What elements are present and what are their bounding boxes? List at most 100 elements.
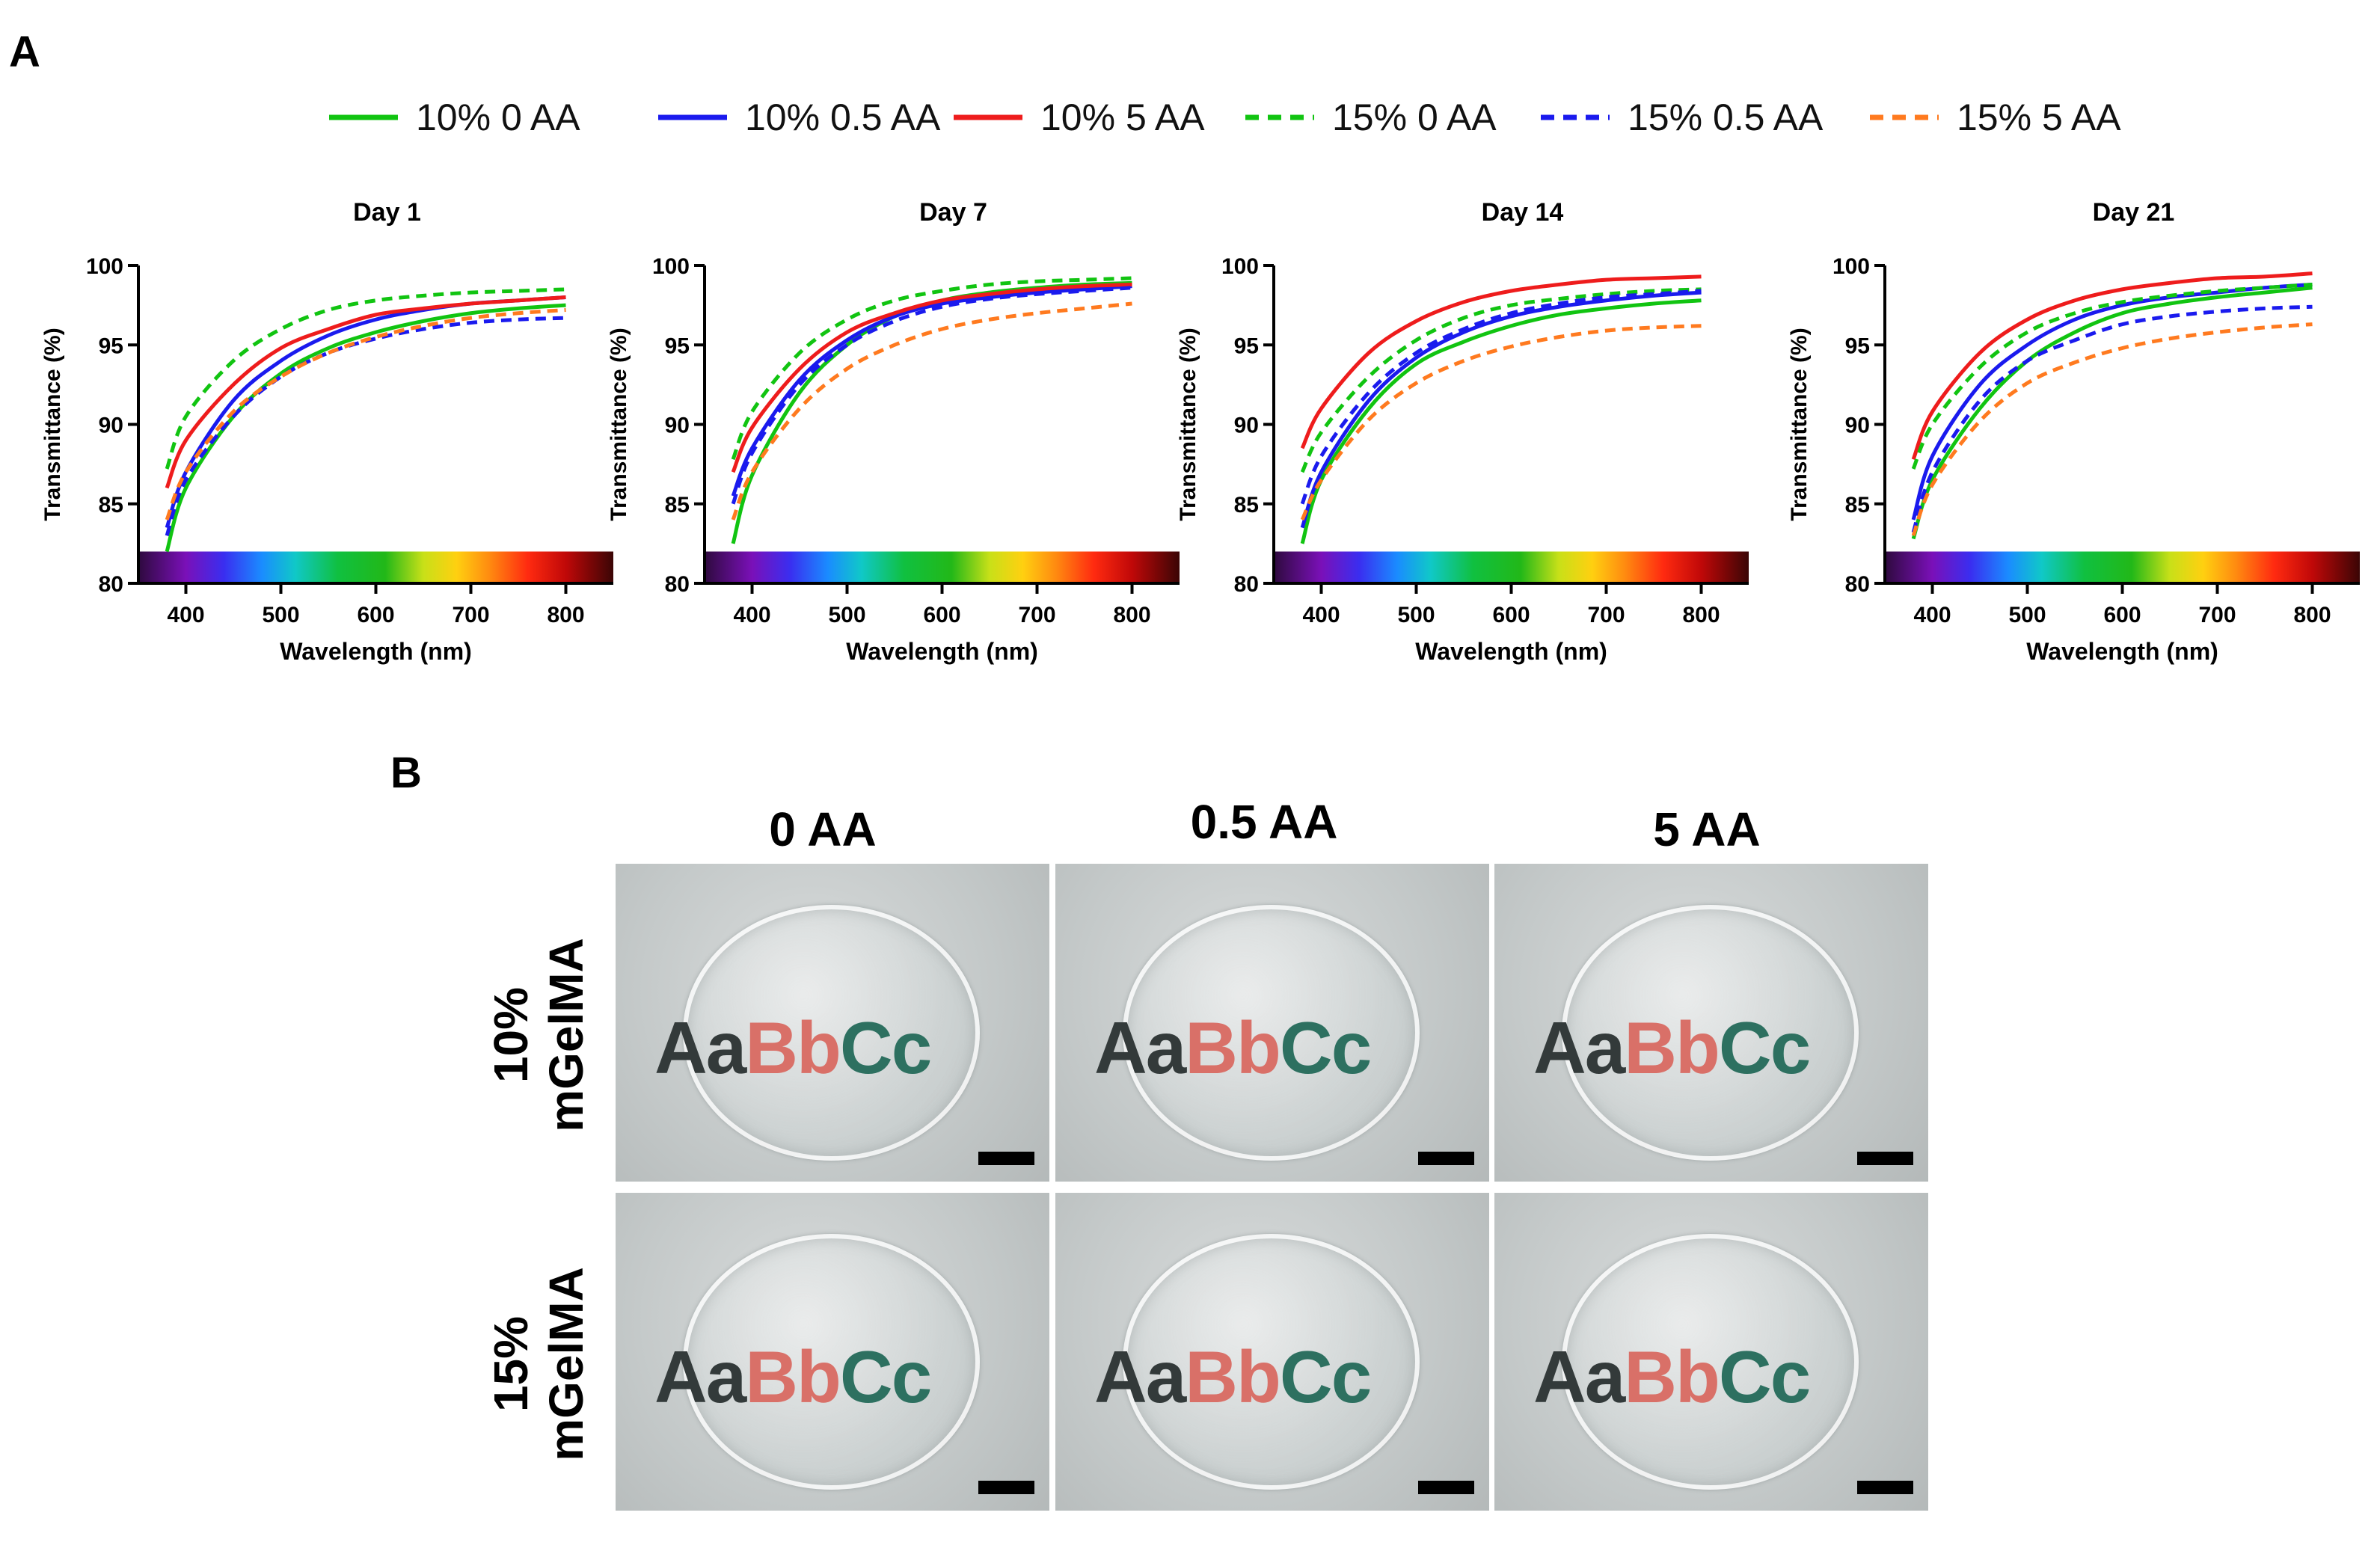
sample-text-part: Bb	[1624, 1336, 1720, 1418]
spectrum-bar	[138, 551, 613, 583]
sample-text: AaBbCc	[1533, 1335, 1811, 1419]
panel-label-a: A	[9, 28, 40, 76]
series-line	[165, 308, 566, 520]
x-tick-label: 400	[733, 603, 770, 627]
sample-text-part: Bb	[745, 1007, 841, 1089]
sample-text-part: Aa	[1094, 1336, 1186, 1418]
sample-text-part: Aa	[654, 1336, 746, 1418]
x-tick-label: 600	[357, 603, 394, 627]
scale-bar	[1857, 1481, 1913, 1494]
x-tick-label: 500	[2008, 603, 2046, 627]
y-tick-label: 80	[99, 572, 123, 597]
y-tick-label: 85	[99, 493, 123, 518]
sample-text: AaBbCc	[654, 1335, 932, 1419]
legend-item: 15% 0.5 AA	[1541, 96, 1824, 138]
series-line	[1911, 286, 2313, 540]
series-line	[165, 295, 566, 529]
x-tick-label: 600	[2103, 603, 2141, 627]
sample-text-part: Bb	[1185, 1336, 1281, 1418]
panel-label-b: B	[390, 749, 422, 797]
x-tick-label: 700	[1018, 603, 1055, 627]
x-tick-label: 500	[262, 603, 299, 627]
y-tick-label: 100	[86, 254, 123, 279]
x-tick-label: 800	[547, 603, 584, 627]
hydrogel-disc	[683, 1234, 980, 1490]
x-tick-label: 700	[452, 603, 489, 627]
y-tick-label: 80	[1845, 572, 1870, 597]
column-label-5-aa: 5 AA	[1653, 802, 1761, 856]
scale-bar	[1418, 1152, 1474, 1165]
series-line	[1300, 298, 1702, 544]
x-axis-label: Wavelength (nm)	[280, 638, 472, 665]
series-line	[1911, 283, 2313, 520]
hydrogel-photo: AaBbCc	[1494, 1193, 1928, 1511]
x-axis-label: Wavelength (nm)	[1415, 638, 1607, 665]
sample-text-part: Cc	[1279, 1007, 1372, 1089]
sample-text-part: Aa	[1533, 1336, 1625, 1418]
x-tick-label: 400	[167, 603, 204, 627]
y-tick-label: 90	[1234, 414, 1259, 438]
legend-label: 10% 0.5 AA	[745, 96, 941, 138]
y-tick-label: 85	[1845, 493, 1870, 518]
row-label-15-line2: mGelMA	[539, 1267, 593, 1461]
column-label-0-5-aa: 0.5 AA	[1190, 795, 1338, 849]
sample-text-part: Aa	[1533, 1007, 1625, 1089]
y-axis-label: Transmittance (%)	[40, 328, 65, 520]
x-axis-label: Wavelength (nm)	[846, 638, 1038, 665]
x-tick-label: 500	[828, 603, 865, 627]
legend-label: 15% 0.5 AA	[1628, 96, 1824, 138]
x-tick-label: 500	[1397, 603, 1435, 627]
row-label-15-mgelma: 15% mGelMA	[483, 1203, 594, 1525]
y-tick-label: 95	[1845, 334, 1870, 358]
chart-day-14: Day 14 80 85 90 95 100 400 500 600 700 800 Waveleng…	[1176, 198, 1749, 665]
legend-label: 15% 0 AA	[1332, 96, 1497, 138]
hydrogel-disc	[1123, 1234, 1420, 1490]
legend-item: 10% 0 AA	[329, 96, 580, 138]
y-tick-label: 95	[99, 334, 123, 358]
chart-day-1: Day 1 80 85 90 95 100 400 500 600 700 800 Wavelengt…	[40, 198, 613, 665]
series-line	[165, 303, 566, 553]
row-label-10-line1: 10%	[484, 986, 538, 1084]
x-tick-label: 800	[2293, 603, 2331, 627]
sample-text-part: Cc	[1718, 1007, 1811, 1089]
y-axis-label: Transmittance (%)	[1787, 328, 1812, 520]
x-tick-label: 400	[1302, 603, 1340, 627]
series-line	[1300, 287, 1702, 473]
scale-bar	[978, 1481, 1034, 1494]
chart-legend: 10% 0 AA 10% 0.5 AA 10% 5 AA 15% 0 AA 15% 0.…	[329, 96, 2121, 138]
scale-bar	[978, 1152, 1034, 1165]
spectrum-bar	[1274, 551, 1749, 583]
hydrogel-photo: AaBbCc	[616, 864, 1049, 1182]
series-line	[1911, 271, 2313, 461]
y-tick-label: 90	[1845, 414, 1870, 438]
series-line	[731, 286, 1132, 505]
hydrogel-photo: AaBbCc	[1055, 1193, 1489, 1511]
legend-label: 10% 5 AA	[1040, 96, 1205, 138]
transmittance-figure: 10% 0 AA 10% 0.5 AA 10% 5 AA 15% 0 AA 15% 0.…	[40, 96, 2360, 665]
sample-text-part: Bb	[1624, 1007, 1720, 1089]
column-label-0-aa: 0 AA	[769, 802, 877, 856]
y-axis-label: Transmittance (%)	[1176, 328, 1200, 520]
sample-text: AaBbCc	[1094, 1006, 1372, 1090]
legend-item: 15% 5 AA	[1870, 96, 2121, 138]
x-tick-label: 400	[1913, 603, 1951, 627]
row-label-10-mgelma: 10% mGelMA	[483, 874, 594, 1196]
legend-item: 10% 0.5 AA	[658, 96, 941, 138]
sample-text-part: Cc	[1718, 1336, 1811, 1418]
x-tick-label: 700	[2198, 603, 2236, 627]
legend-label: 15% 5 AA	[1957, 96, 2121, 138]
chart-title: Day 14	[1482, 198, 1564, 227]
y-tick-label: 80	[1234, 572, 1259, 597]
scale-bar	[1418, 1481, 1474, 1494]
series-line	[1300, 289, 1702, 505]
chart-title: Day 7	[919, 198, 987, 227]
y-tick-label: 80	[665, 572, 690, 597]
hydrogel-disc	[683, 905, 980, 1161]
sample-text-part: Aa	[1094, 1007, 1186, 1089]
sample-text-part: Bb	[745, 1336, 841, 1418]
charts-area: Day 1 80 85 90 95 100 400 500 600 700 800 Wavelengt…	[40, 198, 2360, 665]
sample-text-part: Cc	[1279, 1336, 1372, 1418]
series-line	[1911, 322, 2313, 537]
series-line	[731, 301, 1132, 520]
y-axis-label: Transmittance (%)	[607, 328, 631, 520]
